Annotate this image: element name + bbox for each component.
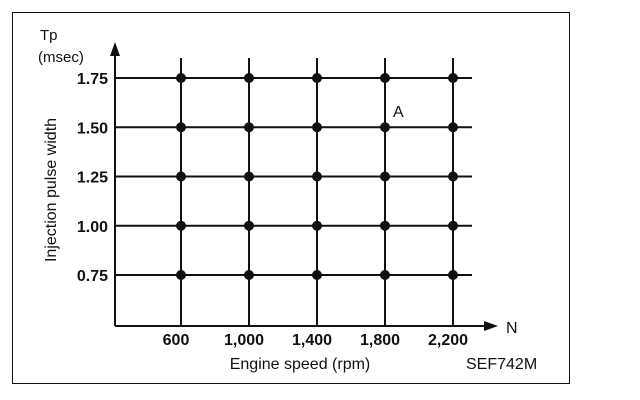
data-point-6 bbox=[244, 220, 254, 231]
data-point-2 bbox=[312, 270, 322, 280]
data-point-24 bbox=[448, 73, 458, 83]
y-axis-arrow bbox=[110, 42, 120, 56]
x-axis-label: Engine speed (rpm) bbox=[230, 356, 371, 373]
data-point-14 bbox=[448, 171, 458, 182]
data-point-11 bbox=[244, 171, 254, 182]
data-point-3 bbox=[380, 270, 390, 280]
y-tick-label-0: 0.75 bbox=[77, 268, 108, 285]
x-tick-label-0: 600 bbox=[163, 332, 190, 349]
y-axis-unit: (msec) bbox=[38, 49, 84, 66]
data-point-22 bbox=[312, 73, 322, 83]
y-tick-label-4: 1.75 bbox=[77, 71, 108, 88]
data-point-4 bbox=[448, 270, 458, 280]
data-point-23 bbox=[380, 73, 390, 83]
figure-frame bbox=[12, 12, 570, 384]
figure-code: SEF742M bbox=[466, 356, 537, 373]
x-tick-label-3: 1,800 bbox=[360, 332, 400, 349]
tick-labels: 0.75 1.00 1.25 1.50 1.75 600 1,000 1,400 1,800 2,… bbox=[77, 71, 468, 349]
data-point-5 bbox=[176, 220, 186, 231]
data-point-18 bbox=[380, 122, 390, 133]
x-tick-label-2: 1,400 bbox=[292, 332, 332, 349]
y-tick-label-2: 1.25 bbox=[77, 170, 108, 187]
data-point-21 bbox=[244, 73, 254, 83]
annotation-a: A bbox=[393, 104, 404, 121]
x-tick-label-4: 2,200 bbox=[428, 332, 468, 349]
x-axis-arrow bbox=[484, 321, 498, 331]
data-points bbox=[176, 73, 458, 280]
data-point-9 bbox=[448, 220, 458, 231]
data-point-13 bbox=[380, 171, 390, 182]
data-point-20 bbox=[176, 73, 186, 83]
y-tick-label-1: 1.00 bbox=[77, 219, 108, 236]
data-point-17 bbox=[312, 122, 322, 133]
data-point-10 bbox=[176, 171, 186, 182]
data-point-0 bbox=[176, 270, 186, 280]
x-axis-symbol: N bbox=[506, 320, 518, 337]
y-axis-symbol: Tp bbox=[40, 27, 58, 44]
y-tick-label-3: 1.50 bbox=[77, 120, 108, 137]
x-tick-label-1: 1,000 bbox=[224, 332, 264, 349]
data-point-15 bbox=[176, 122, 186, 133]
data-point-1 bbox=[244, 270, 254, 280]
grid-lines bbox=[115, 58, 472, 326]
axes bbox=[110, 42, 498, 331]
data-point-19 bbox=[448, 122, 458, 133]
y-axis-label: Injection pulse width bbox=[43, 118, 60, 262]
data-point-8 bbox=[380, 220, 390, 231]
data-point-16 bbox=[244, 122, 254, 133]
data-point-7 bbox=[312, 220, 322, 231]
data-point-12 bbox=[312, 171, 322, 182]
